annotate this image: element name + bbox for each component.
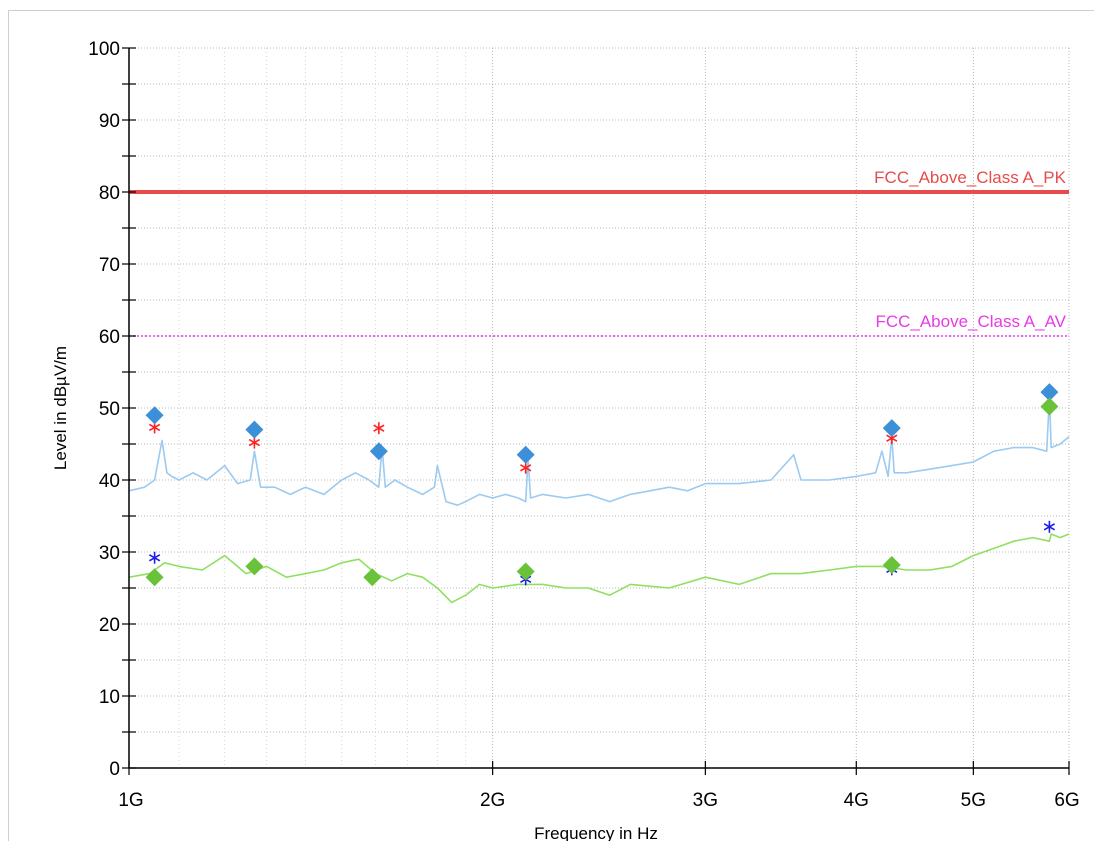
limit-line-label: FCC_Above_Class A_PK	[874, 168, 1066, 187]
asterisk-marker	[148, 551, 161, 564]
asterisk-marker	[1043, 520, 1056, 533]
asterisk-stroke	[248, 438, 261, 447]
x-tick-label: 5G	[961, 790, 986, 811]
diamond-marker	[145, 406, 164, 425]
y-tick-label: 20	[99, 615, 120, 636]
asterisk-stroke	[1043, 523, 1056, 531]
diamond-marker	[516, 445, 535, 464]
y-tick-label: 80	[99, 183, 120, 204]
diamond-marker	[1040, 397, 1059, 416]
x-tick-label: 3G	[693, 790, 718, 811]
diamond-marker	[882, 555, 901, 574]
diamond-marker	[363, 568, 382, 587]
y-tick-label: 30	[99, 543, 120, 564]
asterisk-stroke	[520, 464, 532, 472]
x-tick-label: 2G	[480, 790, 505, 811]
y-tick-label: 60	[99, 327, 120, 348]
y-tick-label: 0	[109, 759, 120, 780]
x-axis-label: Frequency in Hz	[534, 824, 658, 841]
y-tick-label: 100	[88, 39, 120, 60]
series-line	[129, 533, 1069, 604]
asterisk-stroke	[148, 554, 161, 562]
y-tick-label: 70	[99, 255, 120, 276]
diamond-marker	[1040, 383, 1059, 402]
series	[129, 396, 1069, 604]
diamond-marker	[245, 557, 264, 576]
series-line	[129, 396, 1069, 507]
tick-labels: 0 10 20 30 40 50 60 70 80 90 100 1G 2G 3G 4G 5G 6G	[88, 39, 1079, 811]
grid	[128, 47, 1070, 769]
asterisk-stroke	[148, 423, 161, 432]
axes	[122, 47, 1070, 775]
diamond-marker	[882, 419, 901, 438]
y-tick-label: 40	[99, 471, 120, 492]
y-axis-label: Level in dBµV/m	[51, 346, 70, 470]
y-tick-label: 10	[99, 687, 120, 708]
diamond-marker	[369, 442, 388, 461]
x-tick-label: 1G	[118, 790, 143, 811]
markers	[145, 383, 1059, 587]
diamond-marker	[145, 568, 164, 587]
x-tick-label: 6G	[1054, 790, 1079, 811]
asterisk-stroke	[886, 434, 898, 442]
diamond-marker	[245, 420, 264, 439]
asterisk-marker	[373, 422, 385, 435]
x-tick-label: 4G	[844, 790, 869, 811]
limit-line-label: FCC_Above_Class A_AV	[875, 312, 1066, 331]
limit-lines: FCC_Above_Class A_PK FCC_Above_Class A_AV	[129, 168, 1069, 337]
diamond-marker	[516, 562, 535, 581]
y-tick-label: 90	[99, 111, 120, 132]
asterisk-stroke	[373, 424, 385, 432]
chart-frame	[8, 10, 1094, 841]
y-tick-label: 50	[99, 399, 120, 420]
